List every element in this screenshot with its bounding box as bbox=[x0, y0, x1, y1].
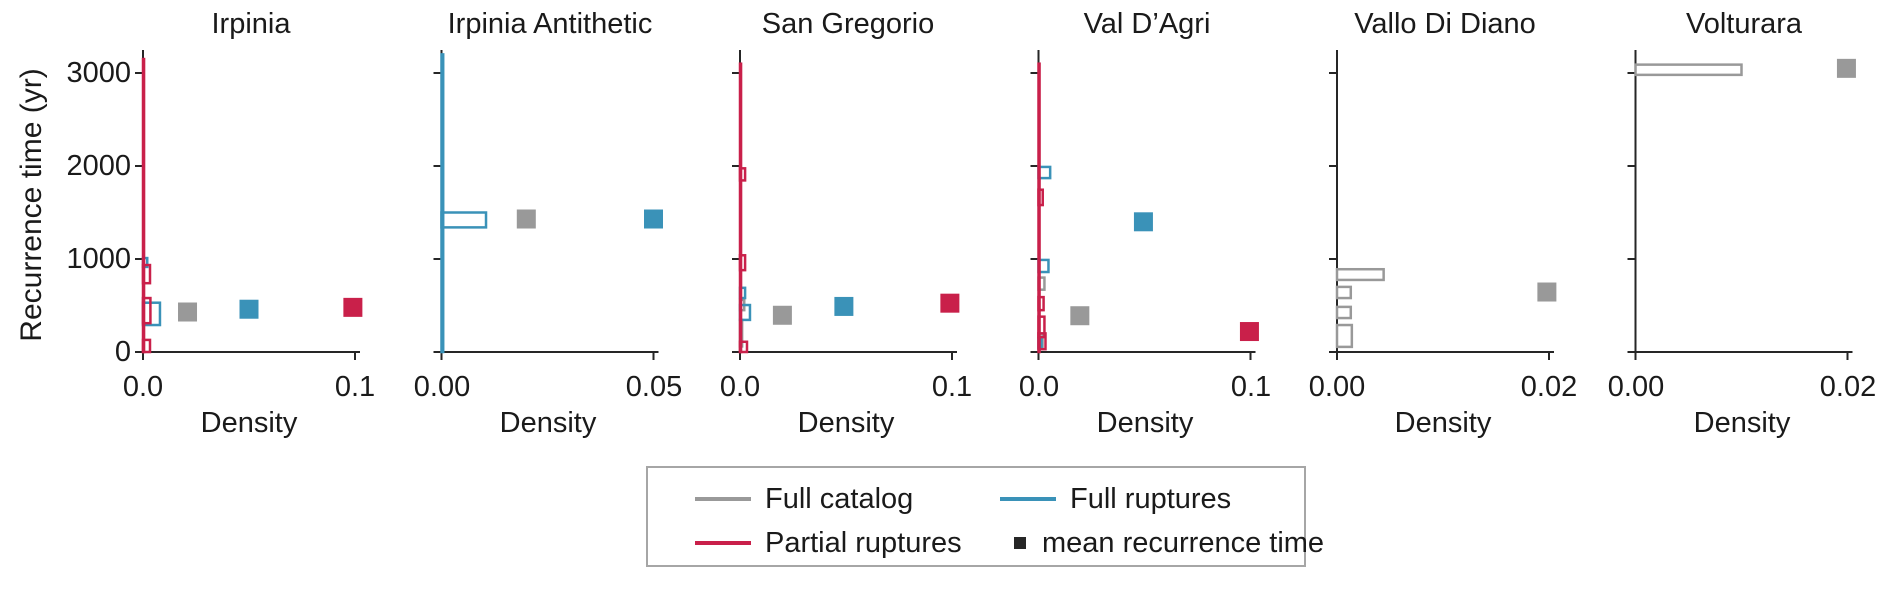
x-tick-label: 0.02 bbox=[1520, 371, 1578, 403]
legend-item: mean recurrence time bbox=[1000, 525, 1324, 561]
y-tick-label: 3000 bbox=[66, 57, 131, 89]
legend-label: Full ruptures bbox=[1070, 482, 1232, 515]
x-tick-label: 0.1 bbox=[931, 371, 973, 403]
legend-label: Full catalog bbox=[765, 482, 914, 515]
legend-label: mean recurrence time bbox=[1042, 526, 1325, 559]
full-ruptures-line-icon bbox=[1000, 497, 1056, 501]
x-tick-label: 0.00 bbox=[1308, 371, 1366, 403]
mean-marker-icon bbox=[1014, 537, 1026, 549]
panel-title: San Gregorio bbox=[761, 8, 935, 40]
panel-title: Volturara bbox=[1685, 8, 1803, 40]
x-tick-label: 0.05 bbox=[625, 371, 683, 403]
panel-title: Vallo Di Diano bbox=[1354, 8, 1536, 40]
legend-item: Full catalog bbox=[695, 481, 913, 517]
panel-title: Val D’Agri bbox=[1083, 8, 1211, 40]
x-axis-label: Density bbox=[200, 407, 298, 439]
partial-ruptures-line-icon bbox=[695, 541, 751, 545]
x-tick-label: 0.00 bbox=[1607, 371, 1665, 403]
x-tick-label: 0.1 bbox=[1230, 371, 1272, 403]
x-axis-label: Density bbox=[499, 407, 597, 439]
x-axis-label: Density bbox=[1693, 407, 1791, 439]
y-tick-label: 1000 bbox=[66, 243, 131, 275]
full-catalog-line-icon bbox=[695, 497, 751, 501]
x-tick-label: 0.0 bbox=[122, 371, 164, 403]
x-tick-label: 0.1 bbox=[334, 371, 376, 403]
y-axis-label: Recurrence time (yr) bbox=[15, 68, 48, 342]
x-tick-label: 0.02 bbox=[1819, 371, 1877, 403]
legend-item: Partial ruptures bbox=[695, 525, 962, 561]
legend-label: Partial ruptures bbox=[765, 526, 962, 559]
x-axis-label: Density bbox=[797, 407, 895, 439]
y-tick-label: 0 bbox=[114, 336, 131, 368]
panel-title: Irpinia Antithetic bbox=[447, 8, 653, 40]
panel-title: Irpinia bbox=[211, 8, 291, 40]
legend-item: Full ruptures bbox=[1000, 481, 1231, 517]
y-tick-label: 2000 bbox=[66, 150, 131, 182]
x-tick-label: 0.0 bbox=[1018, 371, 1060, 403]
x-tick-label: 0.00 bbox=[413, 371, 471, 403]
legend: Full catalog Full ruptures Partial ruptu… bbox=[646, 466, 1324, 567]
x-axis-label: Density bbox=[1096, 407, 1194, 439]
x-tick-label: 0.0 bbox=[719, 371, 761, 403]
x-axis-label: Density bbox=[1394, 407, 1492, 439]
